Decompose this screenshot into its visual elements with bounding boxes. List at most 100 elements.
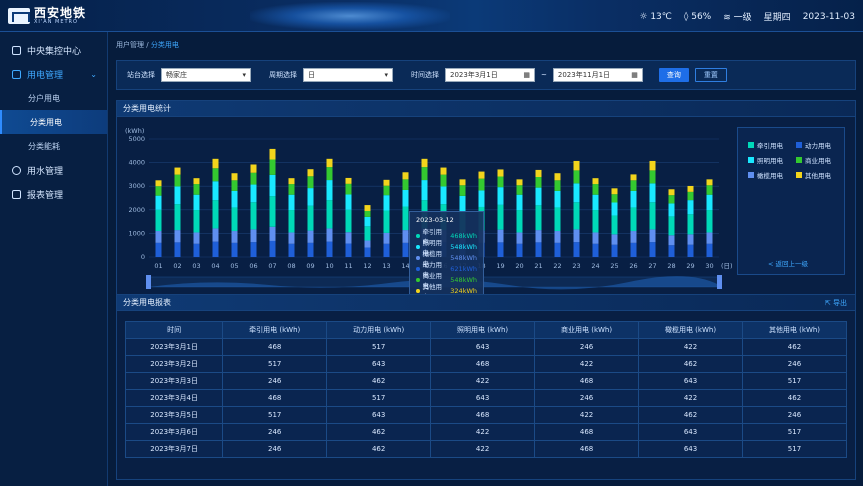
- sidebar-item-water-management[interactable]: 用水管理: [0, 158, 107, 182]
- bar-segment: [364, 226, 371, 241]
- bar-segment: [706, 179, 713, 186]
- bar-segment: [459, 185, 466, 196]
- legend-item[interactable]: 商业用电: [796, 155, 831, 165]
- calendar-icon: ▦: [631, 71, 638, 79]
- bar-segment: [174, 230, 181, 243]
- bar-segment: [706, 210, 713, 233]
- table-row: 2023年3月5日 517 643 468 422 462 246: [124, 406, 848, 424]
- sidebar-item-category-power[interactable]: 分类用电: [0, 110, 107, 134]
- alert-level: ≋ 一级: [723, 10, 751, 23]
- bar-segment: [421, 180, 428, 201]
- table-row: 2023年3月3日 246 462 422 468 643 517: [124, 372, 848, 390]
- humidity-value: 56%: [691, 11, 712, 22]
- bar-segment: [212, 181, 219, 201]
- scrollbar-left-handle[interactable]: [146, 275, 151, 289]
- tooltip-dot: [416, 277, 420, 282]
- table-row: 2023年3月6日 246 462 422 468 643 517: [124, 423, 848, 441]
- bar-segment: [307, 242, 314, 257]
- legend-item[interactable]: 橄榄用电: [748, 170, 783, 180]
- period-select[interactable]: 日 ▾: [303, 68, 393, 82]
- legend-item[interactable]: 照明用电: [748, 155, 783, 165]
- sidebar-item-central-control[interactable]: 中央集控中心: [0, 38, 107, 62]
- x-tick-label: 01: [154, 262, 162, 270]
- tooltip-dot: [416, 266, 420, 271]
- legend-item[interactable]: 牵引用电: [748, 140, 783, 150]
- back-link[interactable]: < 返回上一级: [768, 260, 809, 268]
- bar-segment: [630, 174, 637, 181]
- breadcrumb-parent[interactable]: 用户管理: [116, 41, 144, 49]
- bar-segment: [155, 209, 162, 232]
- bar-segment: [535, 230, 542, 243]
- bar-segment: [155, 195, 162, 210]
- bar-segment: [687, 234, 694, 245]
- table-cell: 422: [430, 423, 536, 441]
- table-cell: 468: [534, 440, 640, 458]
- x-tick-label: 11: [344, 262, 352, 270]
- bar-segment: [364, 210, 371, 217]
- sidebar: 中央集控中心 用电管理 ⌄ 分户用电 分类用电 分类能耗 用水管理 报表管理: [0, 32, 108, 486]
- x-tick-label: 20: [515, 262, 523, 270]
- report-table: 时间 牵引用电 (kWh) 动力用电 (kWh) 照明用电 (kWh) 商业用电 (kW…: [124, 321, 848, 458]
- bar-segment: [516, 179, 523, 186]
- table-cell: 468: [534, 423, 640, 441]
- bar-segment: [231, 231, 238, 243]
- tooltip-label: 动力用电:: [422, 260, 443, 279]
- table-panel-title: 分类用电报表: [117, 295, 855, 311]
- temperature-value: 13℃: [650, 11, 672, 22]
- sidebar-item-household-power[interactable]: 分户用电: [0, 86, 107, 110]
- table-cell: 422: [430, 372, 536, 390]
- main-content: 用户管理 / 分类用电 站台选择 畅家庄 ▾ 周期选择 日 ▾ 时间选择 2023年…: [116, 32, 856, 486]
- table-cell: 2023年3月1日: [124, 338, 224, 356]
- bar-segment: [288, 178, 295, 185]
- table-cell: 462: [326, 423, 432, 441]
- export-button[interactable]: ⇱ 导出: [825, 298, 847, 308]
- table-cell: 468: [430, 406, 536, 424]
- sidebar-item-report-management[interactable]: 报表管理: [0, 182, 107, 206]
- tooltip-dot: [416, 233, 420, 238]
- bar-segment: [326, 241, 333, 257]
- bar-segment: [573, 183, 580, 203]
- table-header-cell: 时间: [124, 321, 224, 339]
- table-cell: 643: [326, 406, 432, 424]
- table-body: 2023年3月1日 468 517 643 246 422 462 2023年3月2日 517 6…: [124, 338, 848, 458]
- bar-segment: [269, 174, 276, 197]
- bar-segment: [573, 229, 580, 243]
- bar-segment: [250, 202, 257, 230]
- sidebar-item-power-management[interactable]: 用电管理 ⌄: [0, 62, 107, 86]
- table-cell: 2023年3月2日: [124, 355, 224, 373]
- bar-segment: [288, 194, 295, 211]
- bar-segment: [649, 160, 656, 171]
- legend-label: 其他用电: [805, 172, 831, 180]
- tooltip-dot: [416, 255, 420, 260]
- legend-item[interactable]: 其他用电: [796, 170, 831, 180]
- bar-segment: [706, 185, 713, 195]
- x-tick-label: 05: [230, 262, 238, 270]
- tooltip-row: 照明用电: 548kWh: [416, 239, 477, 257]
- end-date-input[interactable]: 2023年11月1日 ▦: [552, 68, 643, 82]
- start-date-input[interactable]: 2023年3月1日 ▦: [445, 68, 535, 82]
- station-select[interactable]: 畅家庄 ▾: [161, 68, 251, 82]
- legend-item[interactable]: 动力用电: [796, 140, 831, 150]
- scrollbar-right-handle[interactable]: [717, 275, 722, 289]
- calendar-icon: ▦: [523, 71, 530, 79]
- bar-segment: [611, 194, 618, 203]
- reset-button[interactable]: 重置: [694, 68, 727, 82]
- bar-segment: [364, 205, 371, 211]
- tooltip-row: 牵引用电: 468kWh: [416, 228, 477, 246]
- tooltip-value: 548kWh: [450, 242, 477, 251]
- bar-segment: [630, 231, 637, 243]
- x-tick-label: 06: [249, 262, 257, 270]
- tooltip-value: 548kWh: [450, 253, 477, 262]
- table-header-cell: 牵引用电 (kWh): [222, 321, 328, 339]
- bar-segment: [345, 183, 352, 195]
- sidebar-item-category-energy[interactable]: 分类能耗: [0, 134, 107, 158]
- bar-segment: [554, 231, 561, 243]
- query-button[interactable]: 查询: [658, 68, 689, 82]
- table-cell: 2023年3月7日: [124, 440, 224, 458]
- table-header-cell: 动力用电 (kWh): [326, 321, 432, 339]
- table-cell: 422: [430, 440, 536, 458]
- bar-segment: [573, 170, 580, 184]
- table-cell: 643: [638, 372, 743, 390]
- bar-segment: [364, 240, 371, 248]
- bar-segment: [706, 243, 713, 257]
